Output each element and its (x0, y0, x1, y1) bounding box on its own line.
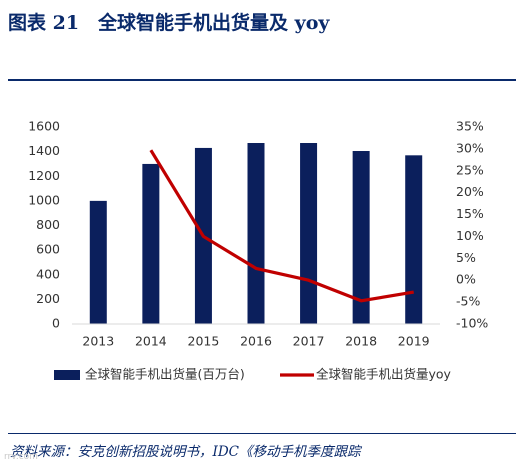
left-axis-tick-label: 0 (52, 316, 60, 331)
right-axis-tick-label: 10% (456, 228, 484, 243)
right-axis-tick-label: 25% (456, 162, 484, 177)
x-axis-tick-label: 2015 (188, 334, 220, 349)
x-axis-tick-label: 2019 (398, 334, 430, 349)
chart: 0 200 400 600 800 1000 1200 1400 1600 -10% -5% 0% 5%… (28, 119, 488, 382)
right-axis-tick-label: 15% (456, 206, 484, 221)
right-axis-tick-label: 5% (456, 250, 476, 265)
x-axis-tick-label: 2016 (240, 334, 272, 349)
bar (247, 143, 265, 324)
source-note: 资料来源：安克创新招股说明书，IDC《移动手机季度跟踪 (10, 444, 361, 460)
x-axis-tick-label: 2013 (82, 334, 114, 349)
right-axis-tick-label: 20% (456, 184, 484, 199)
right-axis-tick-label: 0% (456, 272, 476, 287)
right-axis-tick-label: -10% (456, 316, 488, 331)
top-divider (8, 79, 516, 81)
legend-bar-label: 全球智能手机出货量(百万台) (85, 367, 245, 382)
left-axis-tick-label: 1000 (28, 192, 60, 207)
x-axis-tick-label: 2017 (293, 334, 325, 349)
left-axis-tick-label: 1600 (28, 119, 60, 134)
bar (352, 151, 370, 324)
bar (89, 200, 107, 324)
left-axis-tick-label: 600 (36, 242, 60, 257)
left-axis-tick-label: 1400 (28, 143, 60, 158)
left-axis-tick-label: 800 (36, 217, 60, 232)
right-axis-tick-label: 35% (456, 119, 484, 134)
yoy-line (149, 149, 414, 303)
legend-line-label: 全球智能手机出货量yoy (316, 367, 452, 382)
figure-title: 图表 21 全球智能手机出货量及 yoy (8, 12, 330, 34)
left-axis-tick-label: 1200 (28, 168, 60, 183)
x-axis-tick-label: 2014 (135, 334, 167, 349)
x-axis-tick-label: 2018 (345, 334, 377, 349)
left-axis-tick-label: 200 (36, 291, 60, 306)
right-axis-tick-label: -5% (456, 294, 480, 309)
legend-bar-swatch (54, 370, 80, 380)
bar (300, 143, 318, 324)
bar (405, 155, 423, 324)
bar (142, 163, 160, 324)
watermark: rrv.com (4, 452, 38, 462)
bottom-divider (8, 433, 516, 434)
right-axis-tick-label: 30% (456, 140, 484, 155)
left-axis-tick-label: 400 (36, 266, 60, 281)
